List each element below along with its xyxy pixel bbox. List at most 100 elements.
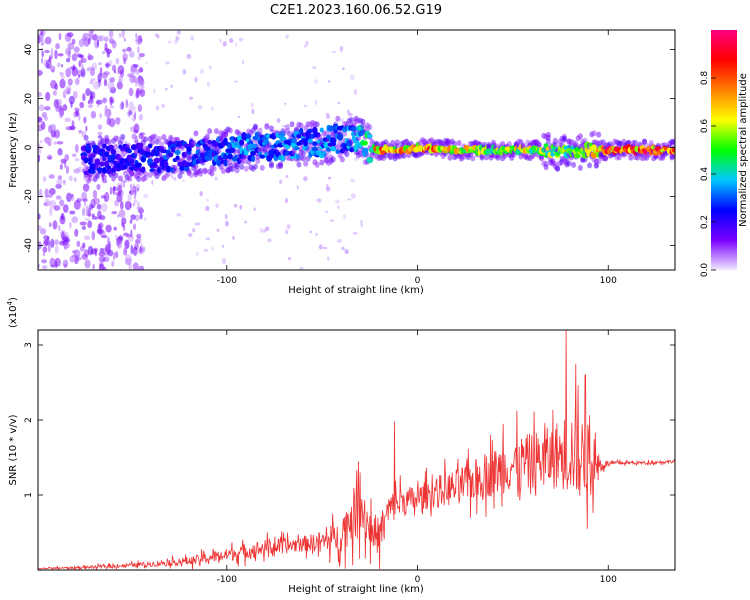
heatmap-cell — [111, 211, 118, 215]
heatmap-cell — [130, 69, 136, 76]
heatmap-cell — [134, 38, 140, 43]
heatmap-cell — [74, 256, 82, 261]
heatmap-cell — [360, 123, 366, 130]
heatmap-cell — [311, 146, 318, 152]
heatmap-cell — [125, 257, 132, 262]
heatmap-cell — [284, 102, 287, 105]
x-tick-label: -100 — [217, 575, 238, 585]
heatmap-cell — [40, 47, 43, 53]
heatmap-cell — [132, 203, 136, 207]
heatmap-cell — [268, 125, 274, 132]
heatmap-cell — [131, 133, 137, 140]
heatmap-cell — [117, 65, 125, 75]
heatmap-cell — [143, 174, 149, 181]
heatmap-cell — [62, 89, 67, 99]
heatmap-cell — [186, 146, 192, 153]
heatmap-cell — [98, 251, 106, 257]
heatmap-cell — [161, 104, 165, 108]
heatmap-cell — [111, 176, 116, 182]
x-tick-label: 100 — [600, 276, 617, 286]
heatmap-cell — [79, 221, 87, 226]
heatmap-cell — [87, 100, 90, 105]
heatmap-cell — [52, 220, 58, 230]
heatmap-cell — [65, 165, 69, 175]
heatmap-cell — [110, 148, 117, 156]
heatmap-cell — [325, 114, 331, 120]
heatmap-cell — [76, 53, 83, 58]
heatmap-cell — [109, 186, 113, 195]
heatmap-cell — [229, 38, 234, 44]
heatmap-cell — [40, 39, 45, 46]
heatmap-cell — [120, 133, 126, 140]
heatmap-cell — [299, 266, 304, 270]
heatmap-cell — [107, 81, 115, 90]
heatmap-cell — [142, 80, 146, 85]
heatmap-cell — [89, 90, 93, 100]
heatmap-cell — [257, 128, 263, 135]
heatmap-cell — [262, 229, 267, 233]
heatmap-cell — [316, 198, 322, 203]
heatmap-cell — [142, 246, 146, 253]
heatmap-cell — [97, 210, 102, 220]
heatmap-cell — [102, 96, 107, 104]
heatmap-cell — [97, 131, 103, 136]
heatmap-cell — [253, 207, 256, 212]
y-tick-label: 0 — [24, 144, 34, 150]
heatmap-cell — [296, 161, 302, 168]
heatmap-cell — [38, 213, 41, 220]
heatmap-cell — [59, 71, 64, 76]
heatmap-cell — [108, 30, 114, 38]
heatmap-cell — [111, 40, 117, 49]
heatmap-cell — [132, 262, 139, 270]
heatmap-cell — [136, 201, 140, 208]
heatmap-cell — [206, 198, 209, 202]
heatmap-cell — [71, 38, 76, 45]
heatmap-cell — [307, 138, 313, 144]
heatmap-cell — [113, 143, 119, 150]
spectrogram-y-label: Frequency (Hz) — [8, 112, 19, 188]
heatmap-cell — [53, 205, 61, 211]
heatmap-cell — [116, 193, 123, 203]
heatmap-cell — [233, 203, 238, 208]
heatmap-cell — [167, 40, 172, 44]
snr-scale-label: (x104) — [6, 297, 19, 328]
heatmap-cell — [41, 259, 48, 264]
heatmap-cell — [38, 188, 43, 198]
heatmap-cell — [139, 212, 143, 220]
heatmap-cell — [452, 140, 458, 147]
heatmap-cell — [394, 139, 400, 146]
heatmap-cell — [42, 246, 48, 253]
heatmap-cell — [173, 176, 177, 181]
heatmap-cell — [48, 174, 55, 179]
heatmap-cell — [49, 222, 52, 228]
snr-y-label: SNR (10 * v/v) — [8, 414, 19, 485]
heatmap-cell — [49, 123, 57, 133]
heatmap-cell — [129, 219, 133, 224]
heatmap-cell — [456, 140, 462, 147]
colorbar-tick-label: 0.0 — [700, 263, 710, 278]
heatmap-cell — [47, 194, 53, 198]
heatmap-cell — [151, 180, 154, 185]
heatmap-cell — [62, 259, 69, 268]
heatmap-cell — [138, 113, 144, 121]
heatmap-cell — [132, 185, 136, 193]
heatmap-cell — [136, 206, 143, 210]
heatmap-cell — [130, 214, 136, 220]
heatmap-cell — [83, 116, 87, 124]
heatmap-cell — [139, 245, 142, 254]
heatmap-cell — [506, 141, 512, 148]
heatmap-cell — [199, 190, 203, 197]
heatmap-cell — [221, 258, 226, 265]
x-tick-label: 0 — [415, 575, 421, 585]
heatmap-cell — [362, 140, 368, 146]
heatmap-cell — [122, 247, 128, 256]
heatmap-cell — [251, 155, 256, 163]
heatmap-cell — [353, 88, 358, 95]
heatmap-cell — [154, 33, 158, 37]
heatmap-cell — [38, 117, 43, 123]
heatmap-cell — [70, 193, 74, 198]
heatmap-cell — [135, 87, 140, 98]
heatmap-cell — [82, 183, 90, 192]
heatmap-cell — [339, 45, 344, 52]
heatmap-cell — [209, 65, 212, 70]
